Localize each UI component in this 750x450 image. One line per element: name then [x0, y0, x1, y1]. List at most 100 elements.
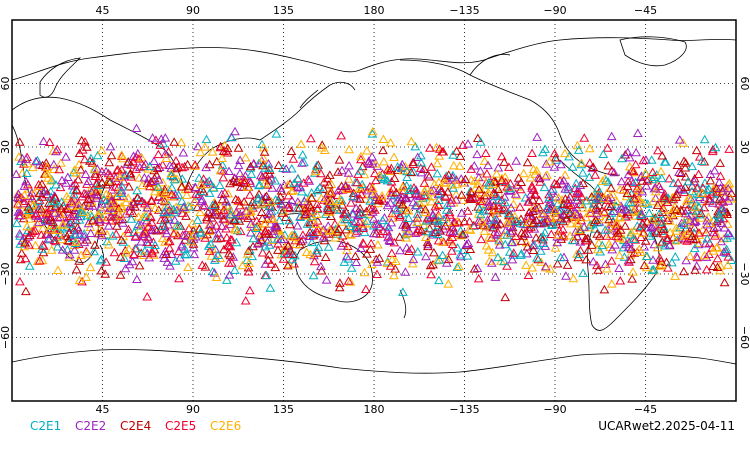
occultation-marker	[407, 258, 418, 268]
occultation-marker	[307, 237, 317, 247]
occultation-marker	[536, 257, 546, 266]
occultation-marker	[64, 236, 74, 245]
occultation-marker	[105, 141, 116, 151]
occultation-marker	[495, 218, 506, 228]
occultation-marker	[434, 255, 445, 264]
occultation-marker	[86, 211, 97, 221]
occultation-marker	[161, 249, 172, 258]
occultation-marker	[694, 230, 705, 239]
occultation-marker	[254, 158, 264, 168]
right-lat-label: −30	[738, 262, 750, 285]
occultation-marker	[323, 242, 334, 251]
occultation-marker	[578, 268, 588, 277]
occultation-marker	[460, 174, 471, 183]
occultation-marker	[716, 218, 727, 227]
occultation-marker	[32, 218, 42, 228]
occultation-marker	[356, 243, 366, 252]
occultation-marker	[166, 170, 176, 180]
occultation-marker	[538, 147, 548, 157]
occultation-marker	[151, 135, 161, 144]
occultation-marker	[229, 265, 240, 274]
bottom-lon-label: −45	[634, 403, 657, 416]
occultation-marker	[171, 155, 181, 165]
occultation-marker	[640, 236, 651, 245]
occultation-marker	[456, 208, 467, 217]
occultation-marker	[161, 153, 172, 162]
occultation-marker	[626, 244, 637, 253]
occultation-marker	[294, 203, 305, 212]
occultation-marker	[344, 221, 355, 231]
occultation-marker	[51, 146, 61, 156]
occultation-marker	[391, 205, 402, 214]
occultation-marker	[166, 191, 177, 201]
occultation-marker	[54, 164, 65, 174]
occultation-marker	[402, 166, 412, 176]
occultation-marker	[150, 203, 161, 212]
occultation-marker	[305, 249, 316, 259]
occultation-marker	[153, 174, 164, 184]
occultation-marker	[229, 173, 240, 183]
occultation-marker	[217, 194, 228, 204]
occultation-marker	[124, 181, 134, 191]
occultation-marker	[243, 266, 254, 276]
occultation-marker	[607, 166, 617, 175]
occultation-marker	[145, 181, 155, 191]
occultation-marker	[147, 133, 158, 142]
occultation-marker	[12, 198, 23, 208]
occultation-marker	[615, 275, 626, 285]
occultation-marker	[195, 227, 206, 236]
occultation-marker	[115, 188, 126, 197]
occultation-marker	[298, 234, 308, 244]
occultation-marker	[19, 198, 29, 208]
occultation-marker	[71, 184, 82, 194]
occultation-marker	[354, 217, 365, 226]
occultation-marker	[29, 188, 40, 197]
occultation-marker	[204, 246, 215, 255]
occultation-marker	[253, 180, 264, 190]
occultation-marker	[262, 214, 273, 223]
occultation-marker	[113, 187, 124, 197]
occultation-marker	[642, 216, 653, 226]
occultation-marker	[201, 134, 212, 144]
occultation-marker	[49, 196, 60, 206]
occultation-marker	[603, 177, 614, 186]
occultation-marker	[282, 180, 293, 189]
occultation-marker	[628, 234, 639, 243]
occultation-marker	[143, 222, 153, 231]
occultation-marker	[389, 152, 399, 161]
occultation-marker	[630, 235, 641, 244]
occultation-marker	[333, 167, 343, 176]
occultation-marker	[114, 172, 125, 181]
occultation-marker	[513, 173, 524, 182]
occultation-marker	[566, 218, 576, 228]
occultation-marker	[61, 152, 71, 161]
occultation-marker	[615, 225, 626, 234]
occultation-marker	[320, 252, 331, 261]
occultation-marker	[389, 203, 400, 213]
occultation-marker	[218, 172, 229, 182]
occultation-marker	[126, 214, 137, 223]
occultation-marker	[419, 190, 430, 200]
occultation-marker	[451, 146, 462, 155]
occultation-marker	[387, 254, 397, 263]
occultation-marker	[287, 195, 297, 205]
occultation-marker	[318, 231, 329, 241]
occultation-marker	[116, 164, 127, 174]
occultation-marker	[232, 225, 243, 235]
occultation-marker	[263, 255, 274, 264]
occultation-marker	[356, 209, 367, 218]
occultation-marker	[570, 207, 581, 216]
occultation-marker	[397, 182, 408, 191]
occultation-marker	[544, 192, 555, 202]
occultation-marker	[204, 188, 215, 197]
occultation-marker	[332, 227, 343, 236]
occultation-marker	[89, 246, 99, 256]
occultation-marker	[709, 223, 719, 232]
occultation-marker	[252, 239, 263, 248]
occultation-marker	[565, 230, 575, 240]
occultation-marker	[580, 233, 591, 243]
occultation-marker	[695, 209, 705, 219]
occultation-marker	[707, 198, 718, 207]
occultation-marker	[416, 167, 427, 177]
occultation-marker	[625, 249, 636, 259]
